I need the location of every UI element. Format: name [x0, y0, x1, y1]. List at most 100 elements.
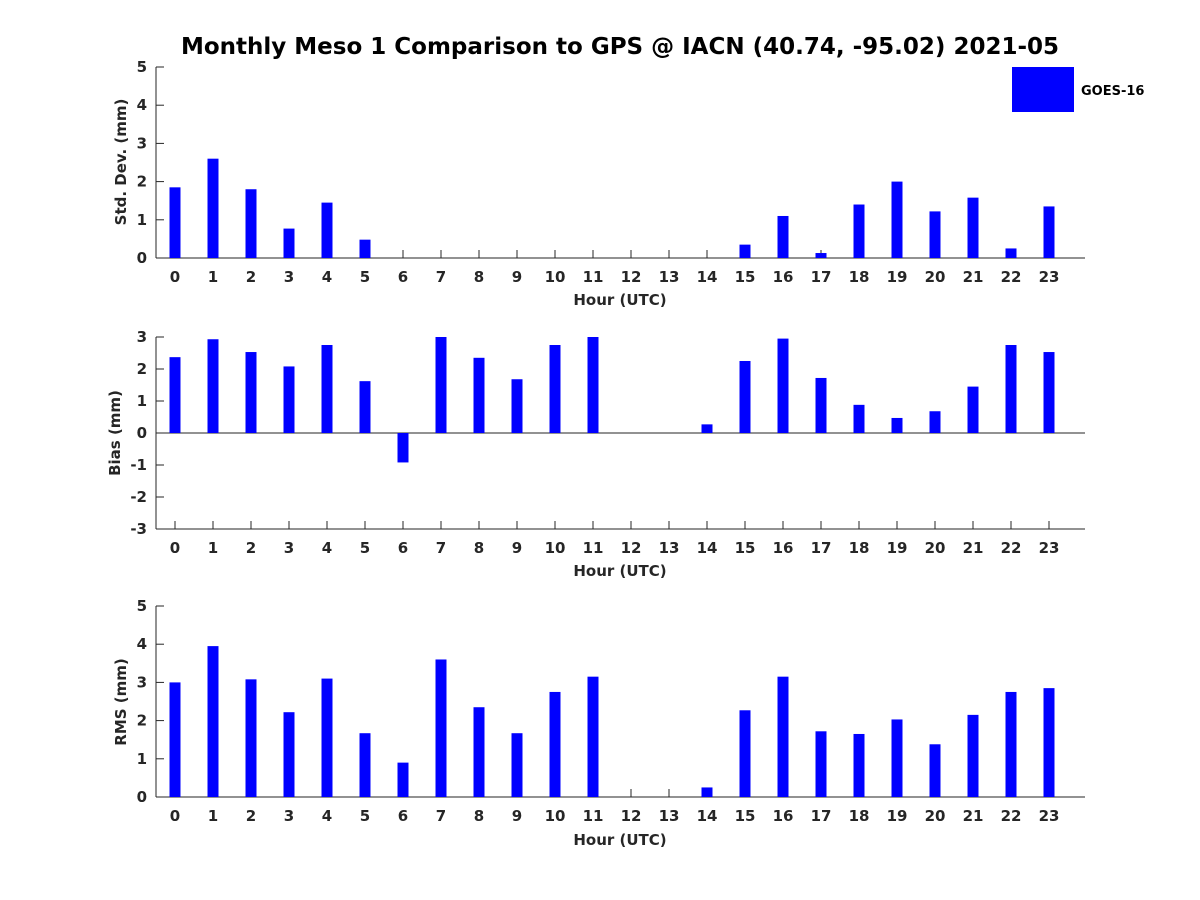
- std-dev-bar-hour-5: [359, 239, 371, 258]
- rms-bar-hour-3: [283, 712, 295, 797]
- figure-title: Monthly Meso 1 Comparison to GPS @ IACN …: [181, 34, 1059, 60]
- rms-bar-hour-20: [929, 744, 941, 797]
- std-dev-xtick-label: 23: [1039, 268, 1060, 286]
- bias-ytick-label: -1: [130, 456, 147, 474]
- rms-bar-hour-6: [397, 762, 409, 797]
- rms-xtick-label: 22: [1001, 807, 1022, 825]
- bias-bar-hour-16: [777, 338, 789, 433]
- bias-bar-hour-10: [549, 345, 561, 433]
- std-dev-bar-hour-23: [1043, 206, 1055, 258]
- rms-xtick-label: 0: [170, 807, 180, 825]
- bias-xtick-label: 7: [436, 539, 446, 557]
- bias-ytick-label: 1: [137, 392, 147, 410]
- bias-bar-hour-23: [1043, 352, 1055, 433]
- rms-ylabel: RMS (mm): [112, 658, 130, 745]
- rms-bar-hour-5: [359, 733, 371, 797]
- bias-xtick-label: 0: [170, 539, 180, 557]
- std-dev-bar-hour-0: [169, 187, 181, 258]
- bias-xtick-label: 22: [1001, 539, 1022, 557]
- rms-xtick-label: 15: [735, 807, 756, 825]
- rms-bar-hour-18: [853, 733, 865, 797]
- rms-xtick-label: 10: [545, 807, 566, 825]
- std-dev-xtick-label: 10: [545, 268, 566, 286]
- rms-bar-hour-16: [777, 676, 789, 797]
- bias-xtick-label: 23: [1039, 539, 1060, 557]
- std-dev-bar-hour-1: [207, 158, 219, 258]
- std-dev-xtick-label: 15: [735, 268, 756, 286]
- rms-xtick-label: 9: [512, 807, 522, 825]
- bias-xtick-label: 14: [697, 539, 718, 557]
- rms-bar-hour-23: [1043, 688, 1055, 797]
- rms-xtick-label: 2: [246, 807, 256, 825]
- std-dev-xlabel: Hour (UTC): [573, 291, 666, 309]
- std-dev-xtick-label: 14: [697, 268, 718, 286]
- bias-ytick-label: 3: [137, 328, 147, 346]
- bias-xtick-label: 8: [474, 539, 484, 557]
- rms-xtick-label: 20: [925, 807, 946, 825]
- std-dev-xtick-label: 2: [246, 268, 256, 286]
- std-dev-bar-hour-2: [245, 189, 257, 258]
- std-dev-bar-hour-15: [739, 244, 751, 258]
- bias-bar-hour-21: [967, 386, 979, 433]
- rms-xtick-label: 14: [697, 807, 718, 825]
- rms-bar-hour-15: [739, 710, 751, 797]
- bias-bar-hour-3: [283, 366, 295, 433]
- legend: GOES-16: [1012, 67, 1144, 112]
- std-dev-xtick-label: 20: [925, 268, 946, 286]
- std-dev-xtick-label: 1: [208, 268, 218, 286]
- bias-bar-hour-14: [701, 424, 713, 433]
- rms-xtick-label: 19: [887, 807, 908, 825]
- bias-bar-hour-17: [815, 377, 827, 433]
- rms-bar-hour-2: [245, 679, 257, 797]
- rms-bar-hour-14: [701, 787, 713, 797]
- rms-bar-hour-9: [511, 733, 523, 797]
- std-dev-xtick-label: 3: [284, 268, 294, 286]
- bias-bar-hour-8: [473, 357, 485, 433]
- bias-xtick-label: 4: [322, 539, 332, 557]
- rms-xtick-label: 13: [659, 807, 680, 825]
- bias-bar-hour-22: [1005, 345, 1017, 433]
- rms-xtick-label: 5: [360, 807, 370, 825]
- std-dev-ytick-label: 3: [137, 134, 147, 152]
- rms-xtick-label: 23: [1039, 807, 1060, 825]
- std-dev-xtick-label: 18: [849, 268, 870, 286]
- std-dev-xtick-label: 6: [398, 268, 408, 286]
- std-dev-ylabel: Std. Dev. (mm): [112, 99, 130, 226]
- rms-bar-hour-4: [321, 678, 333, 797]
- rms-ytick-label: 3: [137, 673, 147, 691]
- rms-xlabel: Hour (UTC): [573, 831, 666, 849]
- std-dev-xtick-label: 8: [474, 268, 484, 286]
- bias-bar-hour-20: [929, 411, 941, 433]
- bias-xlabel: Hour (UTC): [573, 562, 666, 580]
- bias-xtick-label: 6: [398, 539, 408, 557]
- bias-bar-hour-11: [587, 337, 599, 433]
- std-dev-xtick-label: 0: [170, 268, 180, 286]
- bias-xtick-label: 13: [659, 539, 680, 557]
- std-dev-xtick-label: 16: [773, 268, 794, 286]
- rms-xtick-label: 21: [963, 807, 984, 825]
- std-dev-ytick-label: 5: [137, 58, 147, 76]
- std-dev-xtick-label: 7: [436, 268, 446, 286]
- rms-bar-hour-21: [967, 714, 979, 797]
- std-dev-xtick-label: 9: [512, 268, 522, 286]
- std-dev-xtick-label: 12: [621, 268, 642, 286]
- rms-bar-hour-11: [587, 676, 599, 797]
- bias-bar-hour-19: [891, 417, 903, 433]
- std-dev-bar-hour-16: [777, 215, 789, 258]
- std-dev-xtick-label: 21: [963, 268, 984, 286]
- std-dev-ytick-label: 4: [137, 96, 147, 114]
- bias-xtick-label: 16: [773, 539, 794, 557]
- std-dev-bar-hour-21: [967, 197, 979, 258]
- rms-xtick-label: 16: [773, 807, 794, 825]
- std-dev-xtick-label: 4: [322, 268, 332, 286]
- rms-xtick-label: 6: [398, 807, 408, 825]
- bias-xtick-label: 18: [849, 539, 870, 557]
- rms-ytick-label: 4: [137, 635, 147, 653]
- rms-bar-hour-7: [435, 659, 447, 797]
- rms-bar-hour-8: [473, 707, 485, 797]
